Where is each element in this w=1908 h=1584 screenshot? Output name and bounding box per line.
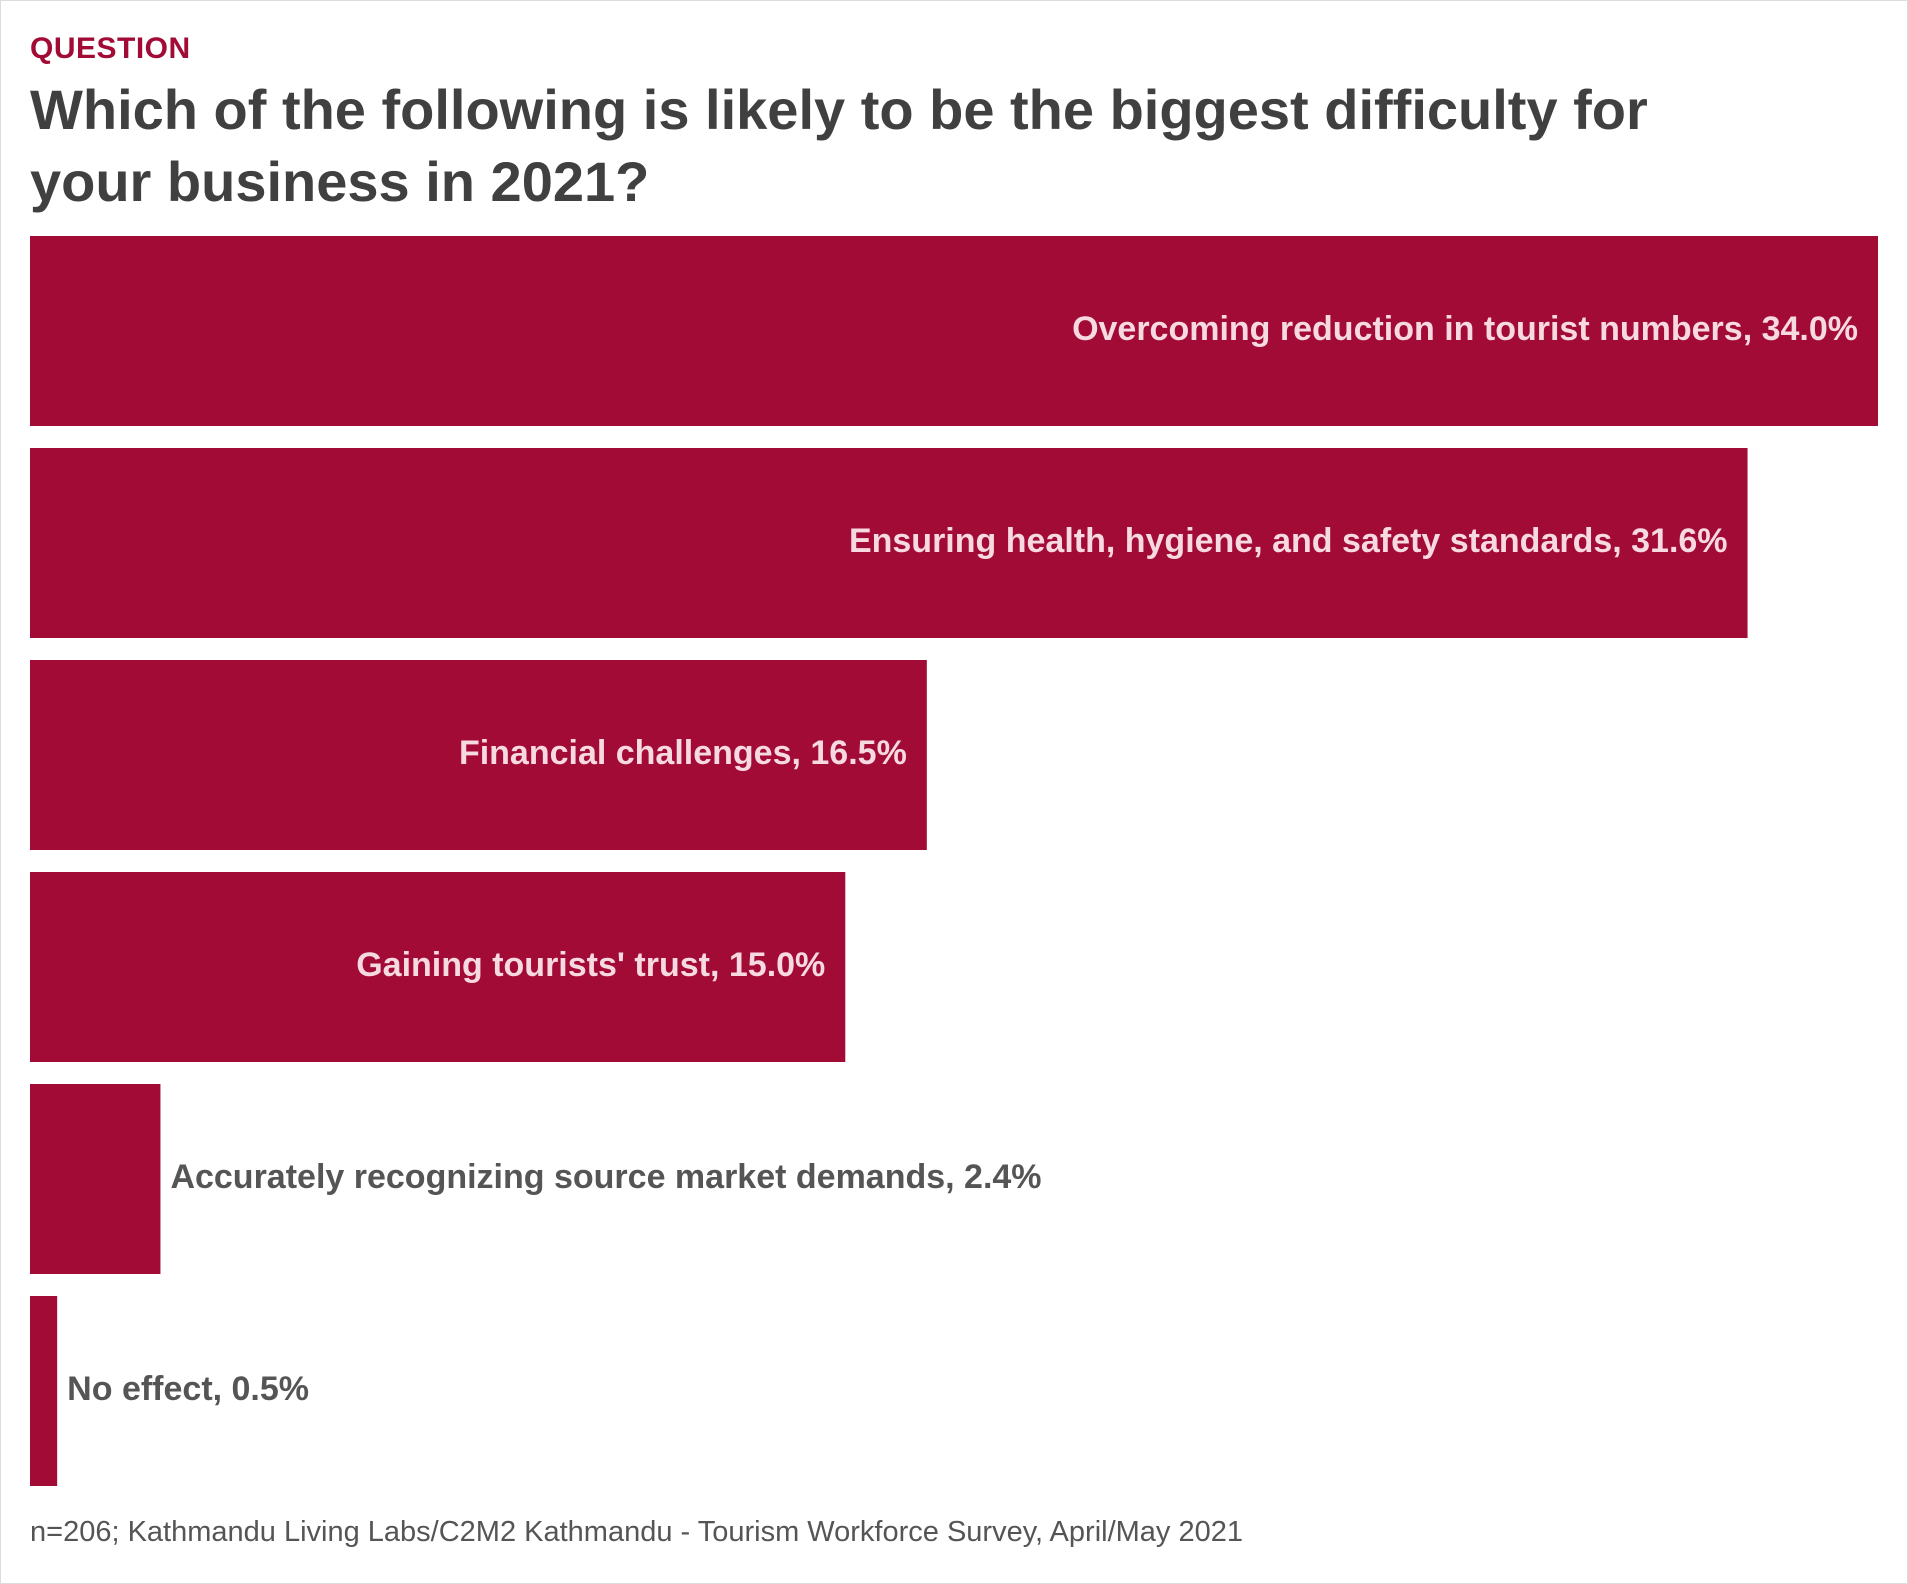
chart-title: Which of the following is likely to be t… — [30, 78, 1648, 213]
bar-label-1: Ensuring health, hygiene, and safety sta… — [849, 522, 1728, 560]
bar-label-0: Overcoming reduction in tourist numbers,… — [1072, 310, 1858, 348]
bar-label-5: No effect, 0.5% — [67, 1370, 309, 1408]
source-footnote: n=206; Kathmandu Living Labs/C2M2 Kathma… — [30, 1516, 1243, 1548]
bar-3 — [30, 872, 846, 1062]
bar-label-4: Accurately recognizing source market dem… — [170, 1158, 1041, 1196]
bar-2 — [30, 660, 927, 850]
bar-5 — [30, 1296, 58, 1486]
bar-label-3: Gaining tourists' trust, 15.0% — [356, 946, 825, 984]
bar-0 — [30, 236, 1878, 426]
bar-label-2: Financial challenges, 16.5% — [459, 734, 907, 772]
bar-4 — [30, 1084, 161, 1274]
question-kicker: QUESTION — [30, 32, 191, 65]
bar-1 — [30, 448, 1748, 638]
